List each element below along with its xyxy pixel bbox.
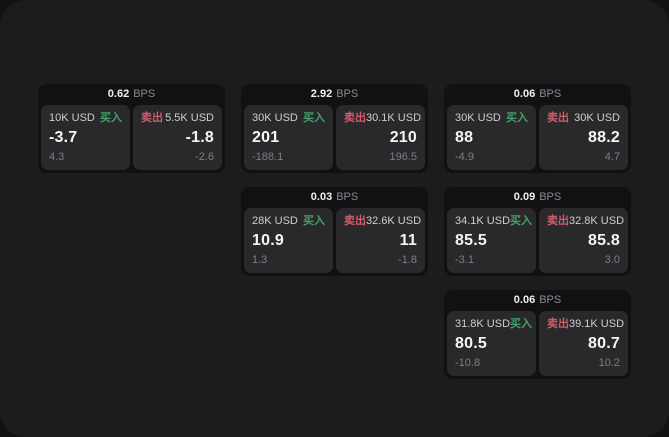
bps-value: 0.09 [513,191,536,203]
buy-amount: 31.8K USD [455,318,511,330]
sell-sub-value: 4.7 [604,151,620,163]
bps-value: 0.03 [310,191,333,203]
sell-amount: 32.6K USD [366,215,422,227]
sell-tile[interactable]: 卖出 5.5K USD -1.8 -2.6 [133,105,222,170]
quote-body: 30K USD 买入 201 -188.1 卖出 30.1K USD 210 1… [244,105,425,170]
quote-card-grid: 0.62 BPS 10K USD 买入 -3.7 4.3 卖出 [38,84,631,379]
buy-tile[interactable]: 28K USD 买入 10.9 1.3 [244,208,333,273]
buy-price: 80.5 [455,335,487,352]
buy-sub-value: -3.1 [455,254,474,266]
sell-label: 卖出 [344,215,366,227]
sell-sub-value: -2.6 [195,151,214,163]
quote-body: 10K USD 买入 -3.7 4.3 卖出 5.5K USD -1.8 -2.… [41,105,222,170]
sell-tile[interactable]: 卖出 39.1K USD 80.7 10.2 [539,311,628,376]
bps-unit: BPS [539,88,562,100]
buy-label: 买入 [510,318,533,330]
sell-price: 80.7 [588,335,620,352]
bps-header: 2.92 BPS [244,84,425,105]
sell-tile[interactable]: 卖出 30.1K USD 210 196.5 [336,105,425,170]
quote-card: 0.06 BPS 30K USD 买入 88 -4.9 卖出 [444,84,631,173]
buy-sub-value: -10.8 [455,357,481,369]
bps-unit: BPS [336,88,359,100]
bps-unit: BPS [336,191,359,203]
bps-value: 0.06 [513,88,536,100]
sell-price: -1.8 [185,129,214,146]
buy-label: 买入 [506,112,528,124]
sell-label: 卖出 [344,112,366,124]
sell-price: 85.8 [588,232,620,249]
bps-unit: BPS [133,88,156,100]
quote-card: 0.09 BPS 34.1K USD 买入 85.5 -3.1 卖出 [444,187,631,276]
bps-header: 0.06 BPS [447,84,628,105]
sell-sub-value: 10.2 [598,357,620,369]
bps-value: 2.92 [310,88,333,100]
buy-price: 88 [455,129,474,146]
sell-sub-value: -1.8 [398,254,417,266]
buy-tile[interactable]: 30K USD 买入 88 -4.9 [447,105,536,170]
sell-amount: 5.5K USD [165,112,214,124]
buy-label: 买入 [303,215,325,227]
quote-card: 0.62 BPS 10K USD 买入 -3.7 4.3 卖出 [38,84,225,173]
quote-body: 31.8K USD 买入 80.5 -10.8 卖出 39.1K USD 80.… [447,311,628,376]
sell-amount: 32.8K USD [569,215,625,227]
buy-price: 201 [252,129,280,146]
sell-tile[interactable]: 卖出 30K USD 88.2 4.7 [539,105,628,170]
buy-tile[interactable]: 34.1K USD 买入 85.5 -3.1 [447,208,536,273]
quote-card: 2.92 BPS 30K USD 买入 201 -188.1 卖出 [241,84,428,173]
bps-header: 0.03 BPS [244,187,425,208]
buy-sub-value: 4.3 [49,151,65,163]
sell-price: 88.2 [588,129,620,146]
sell-price: 210 [389,129,417,146]
buy-label: 买入 [303,112,325,124]
buy-amount: 30K USD [252,112,298,124]
quote-body: 34.1K USD 买入 85.5 -3.1 卖出 32.8K USD 85.8… [447,208,628,273]
buy-label: 买入 [510,215,533,227]
sell-tile[interactable]: 卖出 32.6K USD 11 -1.8 [336,208,425,273]
sell-amount: 30K USD [574,112,620,124]
buy-amount: 30K USD [455,112,501,124]
buy-amount: 10K USD [49,112,95,124]
sell-sub-value: 3.0 [604,254,620,266]
quote-body: 28K USD 买入 10.9 1.3 卖出 32.6K USD 11 -1.8 [244,208,425,273]
quote-card: 0.03 BPS 28K USD 买入 10.9 1.3 卖出 [241,187,428,276]
bps-header: 0.06 BPS [447,290,628,311]
sell-label: 卖出 [547,215,569,227]
buy-sub-value: 1.3 [252,254,268,266]
buy-label: 买入 [100,112,122,124]
sell-tile[interactable]: 卖出 32.8K USD 85.8 3.0 [539,208,628,273]
sell-sub-value: 196.5 [389,151,417,163]
buy-tile[interactable]: 31.8K USD 买入 80.5 -10.8 [447,311,536,376]
bps-unit: BPS [539,294,562,306]
bps-header: 0.09 BPS [447,187,628,208]
bps-unit: BPS [539,191,562,203]
buy-sub-value: -188.1 [252,151,284,163]
buy-amount: 28K USD [252,215,298,227]
bps-value: 0.06 [513,294,536,306]
buy-price: -3.7 [49,129,78,146]
buy-price: 10.9 [252,232,284,249]
bps-value: 0.62 [107,88,130,100]
quote-card: 0.06 BPS 31.8K USD 买入 80.5 -10.8 卖 [444,290,631,379]
buy-tile[interactable]: 10K USD 买入 -3.7 4.3 [41,105,130,170]
sell-label: 卖出 [547,318,569,330]
buy-price: 85.5 [455,232,487,249]
sell-label: 卖出 [547,112,569,124]
buy-amount: 34.1K USD [455,215,511,227]
sell-amount: 30.1K USD [366,112,422,124]
buy-tile[interactable]: 30K USD 买入 201 -188.1 [244,105,333,170]
sell-label: 卖出 [141,112,163,124]
sell-price: 11 [399,232,417,249]
buy-sub-value: -4.9 [455,151,474,163]
sell-amount: 39.1K USD [569,318,625,330]
bps-header: 0.62 BPS [41,84,222,105]
quote-body: 30K USD 买入 88 -4.9 卖出 30K USD 88.2 4.7 [447,105,628,170]
